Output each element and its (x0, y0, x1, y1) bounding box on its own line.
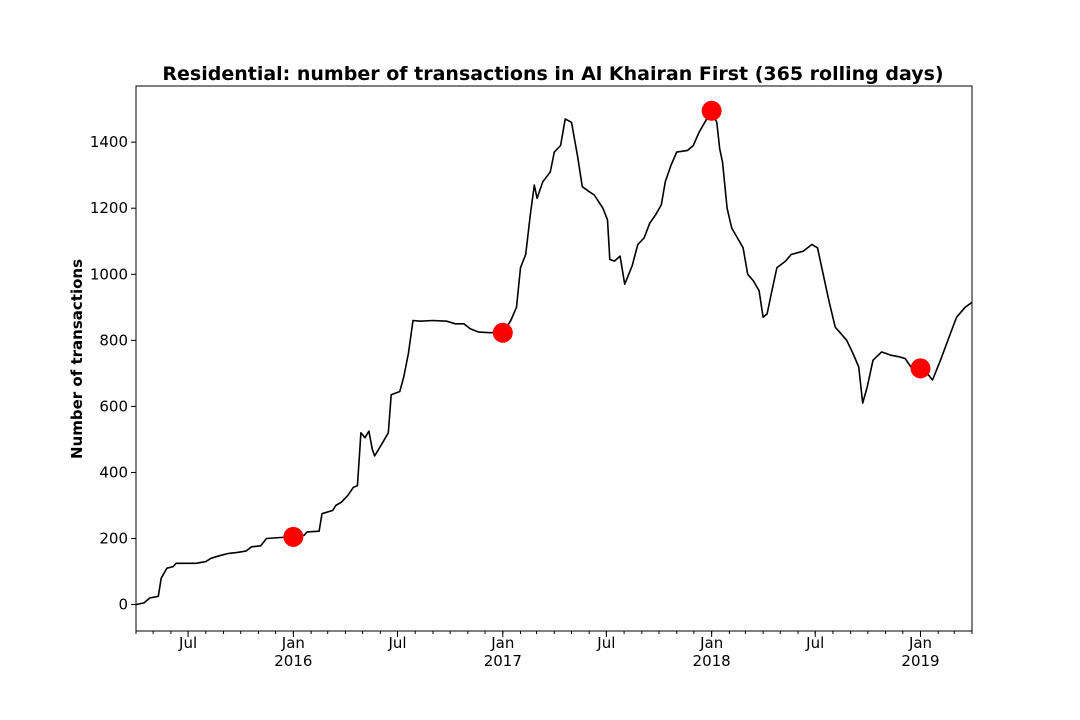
chart-title: Residential: number of transactions in A… (162, 63, 943, 85)
highlight-marker (701, 100, 722, 121)
x-tick-year-label: 2017 (484, 652, 522, 670)
y-tick-label: 800 (99, 331, 128, 349)
plot-border (135, 85, 973, 632)
y-tick-label: 1200 (90, 199, 128, 217)
y-tick-label: 200 (99, 530, 128, 548)
y-axis: 0 200 400 600 800 1000 1200 1400 (90, 133, 136, 614)
x-tick-label: Jan (490, 634, 514, 652)
series-line (135, 110, 973, 606)
x-tick-label: Jul (387, 634, 406, 652)
plot-frame (135, 85, 973, 632)
x-tick-label: Jan (281, 634, 305, 652)
y-tick-label: 600 (99, 397, 128, 415)
marker-layer (283, 100, 931, 547)
x-tick-label: Jul (805, 634, 824, 652)
y-tick-label: 1000 (90, 265, 128, 283)
x-tick-year-label: 2019 (901, 652, 939, 670)
highlight-marker (492, 322, 513, 343)
highlight-marker (910, 358, 931, 379)
x-tick-year-label: 2018 (693, 652, 731, 670)
x-tick-label: Jan (699, 634, 723, 652)
x-tick-label: Jul (178, 634, 197, 652)
y-tick-label: 0 (118, 596, 128, 614)
y-axis-label: Number of transactions (68, 259, 86, 459)
highlight-marker (283, 526, 304, 547)
x-tick-label: Jan (908, 634, 932, 652)
x-tick-label: Jul (596, 634, 615, 652)
series-layer (135, 110, 973, 606)
y-tick-label: 1400 (90, 133, 128, 151)
x-tick-year-label: 2016 (274, 652, 312, 670)
y-tick-label: 400 (99, 463, 128, 481)
